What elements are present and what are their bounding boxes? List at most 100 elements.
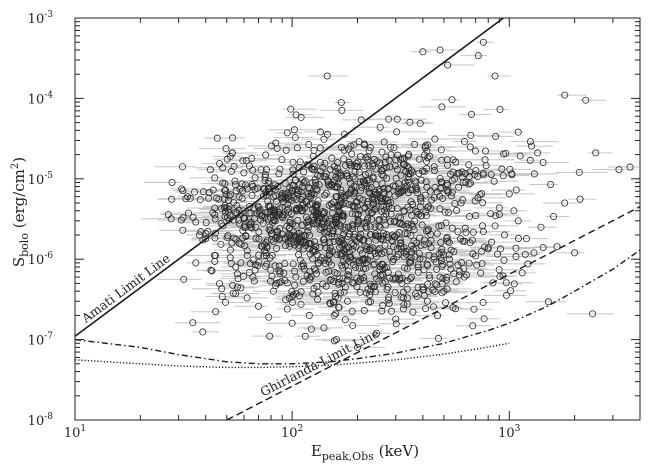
data-point <box>265 188 273 196</box>
data-point <box>330 277 338 285</box>
data-point <box>403 162 411 170</box>
data-point <box>316 172 324 180</box>
data-point <box>376 159 384 167</box>
data-point <box>249 273 257 281</box>
data-point <box>454 169 462 177</box>
data-point <box>226 152 234 160</box>
data-point <box>471 147 479 155</box>
data-point <box>350 233 358 241</box>
data-point <box>424 280 432 288</box>
data-point <box>438 280 446 288</box>
data-point <box>213 134 221 142</box>
data-point <box>355 168 363 176</box>
data-point <box>465 213 473 221</box>
data-point <box>361 162 369 170</box>
data-point <box>387 210 395 218</box>
data-point <box>251 261 259 269</box>
data-point <box>376 123 384 131</box>
data-point <box>369 196 377 204</box>
data-point <box>272 234 280 242</box>
data-point <box>222 145 230 153</box>
data-point <box>300 231 308 239</box>
data-point <box>402 222 410 230</box>
data-point <box>348 225 356 233</box>
data-point <box>381 206 389 214</box>
data-point <box>296 158 304 166</box>
data-point <box>423 204 431 212</box>
data-point <box>262 166 270 174</box>
data-point <box>439 274 447 282</box>
data-point <box>445 255 453 263</box>
data-point <box>421 240 429 248</box>
data-point <box>419 255 427 263</box>
data-point <box>352 243 360 251</box>
data-point <box>219 222 227 230</box>
data-point <box>333 184 341 192</box>
data-point <box>345 267 353 275</box>
data-point <box>445 251 453 259</box>
data-point <box>360 307 368 315</box>
data-point <box>427 244 435 252</box>
data-point <box>334 228 342 236</box>
data-point <box>379 236 387 244</box>
data-point <box>237 259 245 267</box>
data-point <box>300 204 308 212</box>
data-point <box>415 155 423 163</box>
data-point <box>226 246 234 254</box>
data-point <box>455 183 463 191</box>
data-point <box>283 222 291 230</box>
data-point <box>251 174 259 182</box>
data-point <box>180 275 188 283</box>
data-point <box>438 262 446 270</box>
data-point <box>436 205 444 213</box>
data-point <box>239 157 247 165</box>
data-point <box>461 138 469 146</box>
data-point <box>329 203 337 211</box>
data-point <box>465 161 473 169</box>
data-point <box>232 208 240 216</box>
data-point <box>430 193 438 201</box>
data-point <box>348 150 356 158</box>
data-point <box>423 183 431 191</box>
data-point <box>390 218 398 226</box>
data-point <box>264 179 272 187</box>
data-point <box>209 186 217 194</box>
data-point <box>422 212 430 220</box>
data-point <box>397 242 405 250</box>
data-point <box>327 275 335 283</box>
data-point <box>323 170 331 178</box>
data-point <box>460 265 468 273</box>
data-point <box>380 138 388 146</box>
data-point <box>344 271 352 279</box>
data-point <box>245 221 253 229</box>
data-point <box>461 224 469 232</box>
data-point <box>444 188 452 196</box>
data-point <box>443 180 451 188</box>
data-point <box>404 176 412 184</box>
data-point <box>390 144 398 152</box>
data-point <box>184 209 192 217</box>
data-point <box>321 239 329 247</box>
data-point <box>179 214 187 222</box>
data-point <box>241 242 249 250</box>
data-point <box>530 249 538 257</box>
data-point <box>252 223 260 231</box>
data-point <box>281 234 289 242</box>
y-tick-label: 10-4 <box>28 90 54 107</box>
data-point <box>322 173 330 181</box>
data-point <box>259 219 267 227</box>
data-point <box>366 144 374 152</box>
data-point <box>340 288 348 296</box>
data-point <box>231 177 239 185</box>
data-point <box>481 147 489 155</box>
data-point <box>462 228 470 236</box>
data-point <box>397 188 405 196</box>
data-point <box>212 308 220 316</box>
data-point <box>451 175 459 183</box>
data-point <box>321 159 329 167</box>
data-point <box>306 250 314 258</box>
data-point <box>342 200 350 208</box>
data-point <box>495 266 503 274</box>
data-point <box>379 265 387 273</box>
data-point <box>373 191 381 199</box>
